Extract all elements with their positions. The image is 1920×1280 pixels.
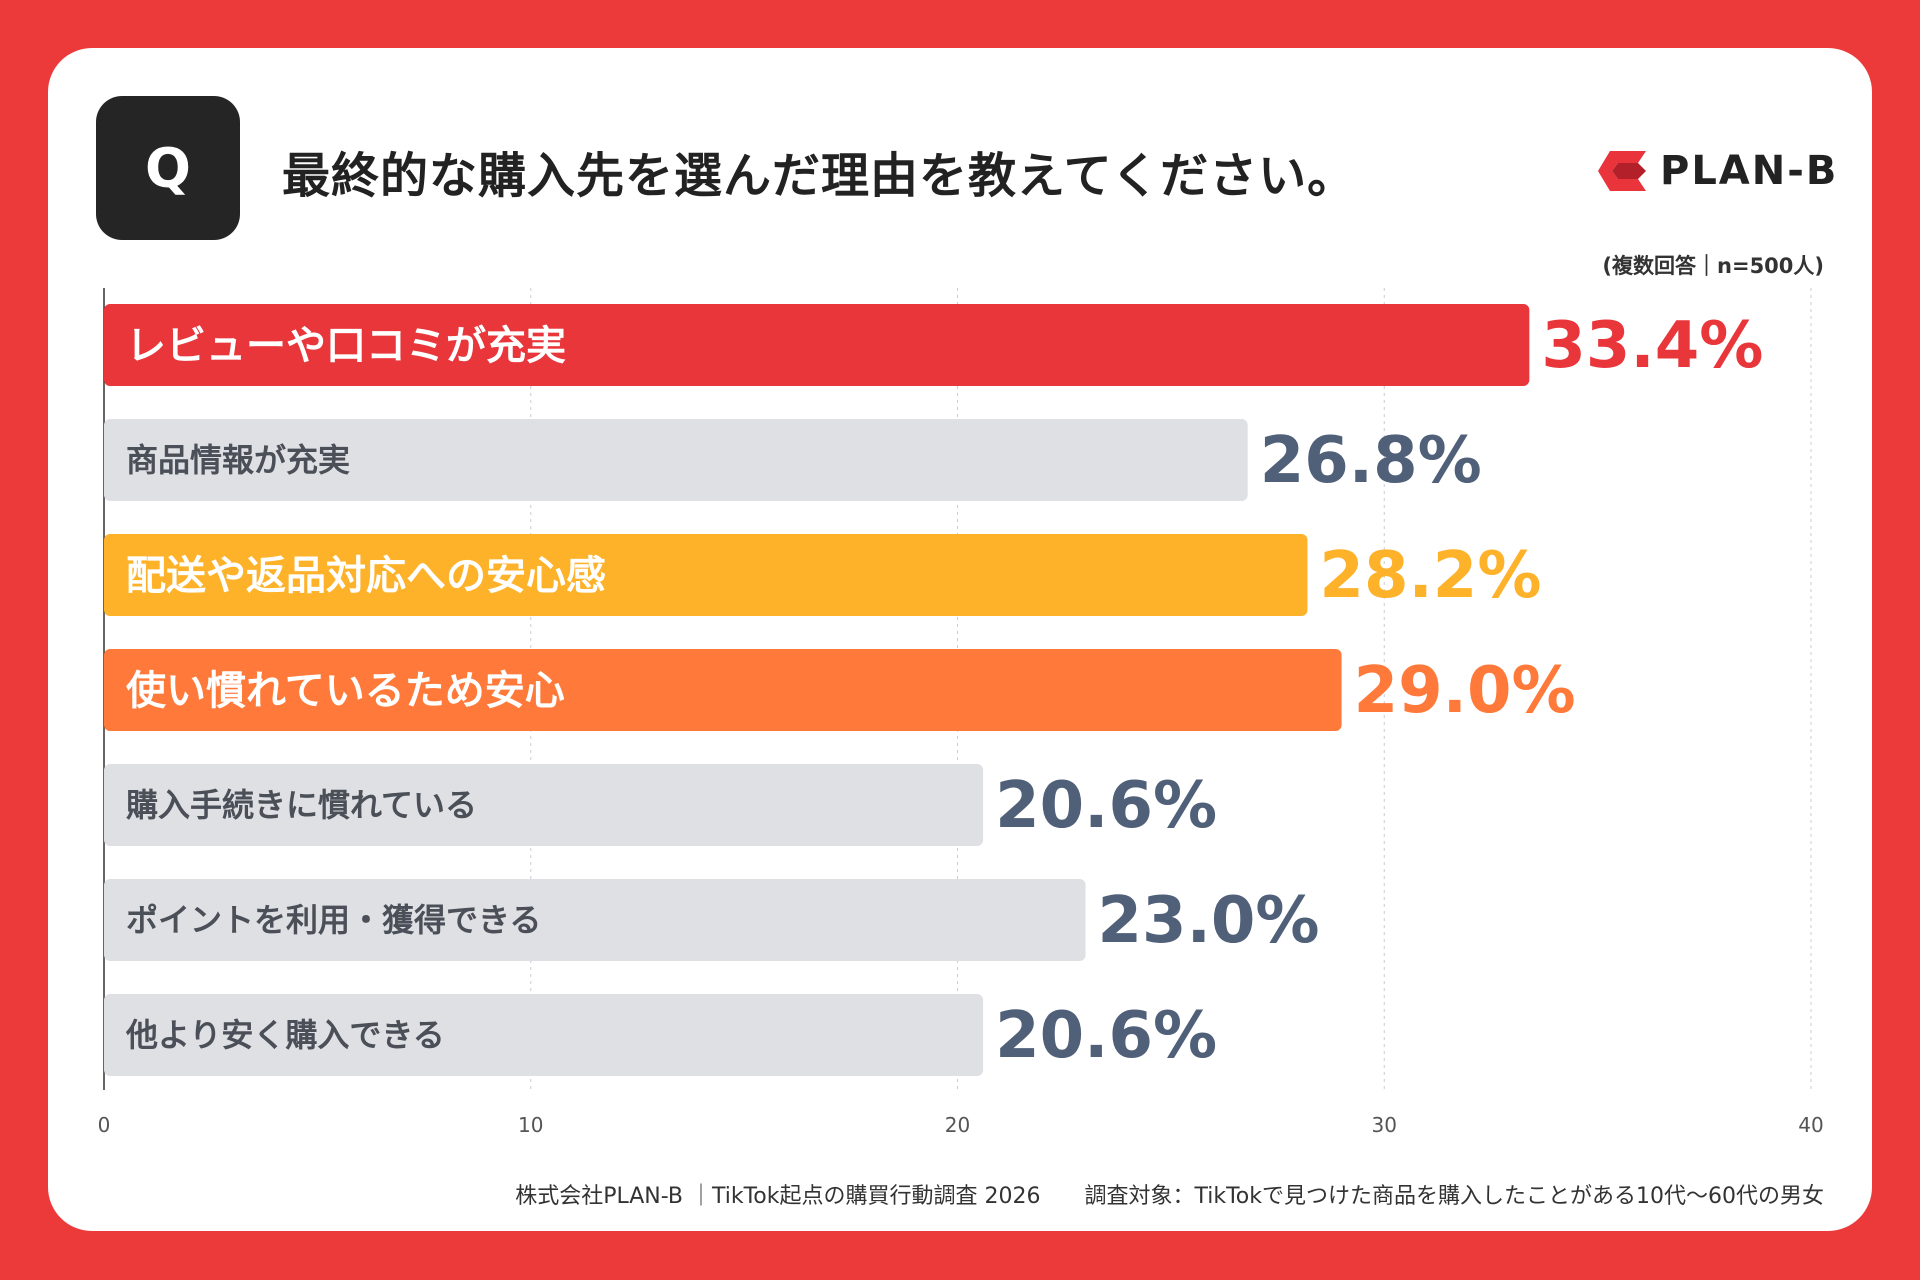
tick-label: 0 <box>98 1113 111 1137</box>
tick-label: 10 <box>518 1113 543 1137</box>
bar <box>104 304 1530 386</box>
value-label: 20.6% <box>995 769 1217 843</box>
footer-source: 株式会社PLAN-B ｜TikTok起点の購買行動調査 2026 <box>515 1184 1041 1209</box>
bar-label: ポイントを利用・獲得できる <box>126 901 541 939</box>
bar-label: 他より安く購入できる <box>125 1016 445 1054</box>
value-label: 23.0% <box>1098 884 1320 958</box>
bar <box>104 764 984 846</box>
bar-label: レビューや口コミが充実 <box>126 323 566 369</box>
bar <box>104 879 1086 961</box>
bar-label: 使い慣れているため安心 <box>126 668 565 714</box>
chart-title: 最終的な購入先を選んだ理由を教えてください。 <box>282 148 1357 204</box>
tick-label: 40 <box>1798 1113 1823 1137</box>
bar-label: 購入手続きに慣れている <box>126 786 477 824</box>
tick-label: 20 <box>945 1113 970 1137</box>
footer: 株式会社PLAN-B ｜TikTok起点の購買行動調査 2026 調査対象：Tik… <box>515 1178 1824 1210</box>
value-label: 33.4% <box>1541 309 1763 383</box>
bar-label: 商品情報が充実 <box>126 441 350 479</box>
logo-text: PLAN-B <box>1660 148 1839 194</box>
bar <box>104 419 1248 501</box>
question-badge: Q <box>96 96 240 240</box>
bar <box>104 994 984 1076</box>
value-label: 20.6% <box>995 999 1217 1073</box>
sample-note: (複数回答｜n=500人) <box>1602 254 1824 278</box>
value-label: 26.8% <box>1260 424 1482 498</box>
tick-label: 30 <box>1372 1113 1397 1137</box>
bar <box>104 649 1342 731</box>
footer-target: 調査対象：TikTokで見つけた商品を購入したことがある10代〜60代の男女 <box>1084 1184 1824 1209</box>
value-label: 28.2% <box>1319 539 1541 613</box>
bar-label: 配送や返品対応への安心感 <box>126 553 606 599</box>
plan-b-logo-icon <box>1598 151 1646 191</box>
bar <box>104 534 1308 616</box>
brand-logo: PLAN-B <box>1596 146 1838 196</box>
value-label: 29.0% <box>1354 654 1576 728</box>
